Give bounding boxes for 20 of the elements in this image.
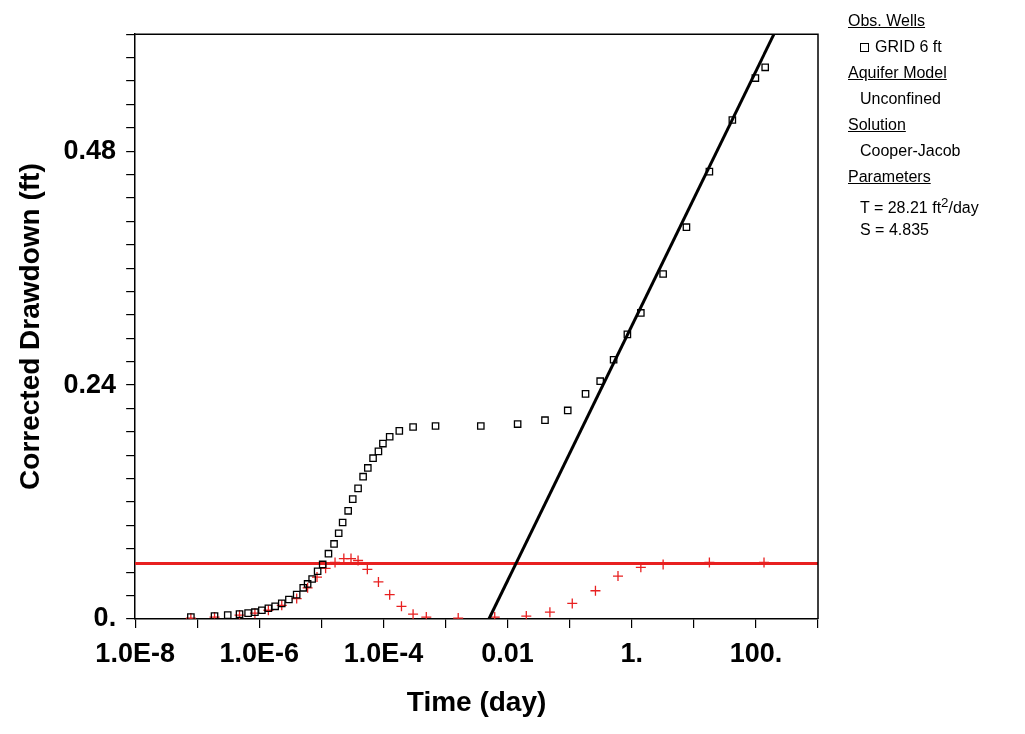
x-tick-label: 1.0E-8 (95, 637, 175, 668)
text: Solution (848, 115, 907, 135)
text: Unconfined (859, 89, 942, 109)
x-tick-label: 100. (729, 637, 783, 668)
text: S = 4.835 (859, 220, 930, 241)
y-tick-label: 0.48 (63, 134, 117, 165)
text: Parameters (848, 167, 932, 187)
x-tick-label: 1. (620, 637, 644, 668)
x-axis-title: Time (day) (406, 685, 547, 717)
legend-title: Obs. Wells (848, 11, 927, 31)
x-tick-label: 1.0E-4 (343, 637, 424, 668)
y-axis-title: Corrected Drawdown (ft) (13, 163, 45, 490)
x-tick-label: 1.0E-6 (219, 637, 300, 668)
text: T = 28.21 ft$^{2}$/day (859, 194, 979, 219)
x-tick-label: 0.01 (481, 637, 534, 668)
y-tick-label: 0.24 (63, 368, 117, 399)
legend-label: GRID 6 ft (875, 37, 942, 57)
text: Aquifer Model (848, 63, 948, 83)
text: Cooper-Jacob (859, 141, 962, 161)
y-tick-label: 0. (93, 602, 117, 633)
